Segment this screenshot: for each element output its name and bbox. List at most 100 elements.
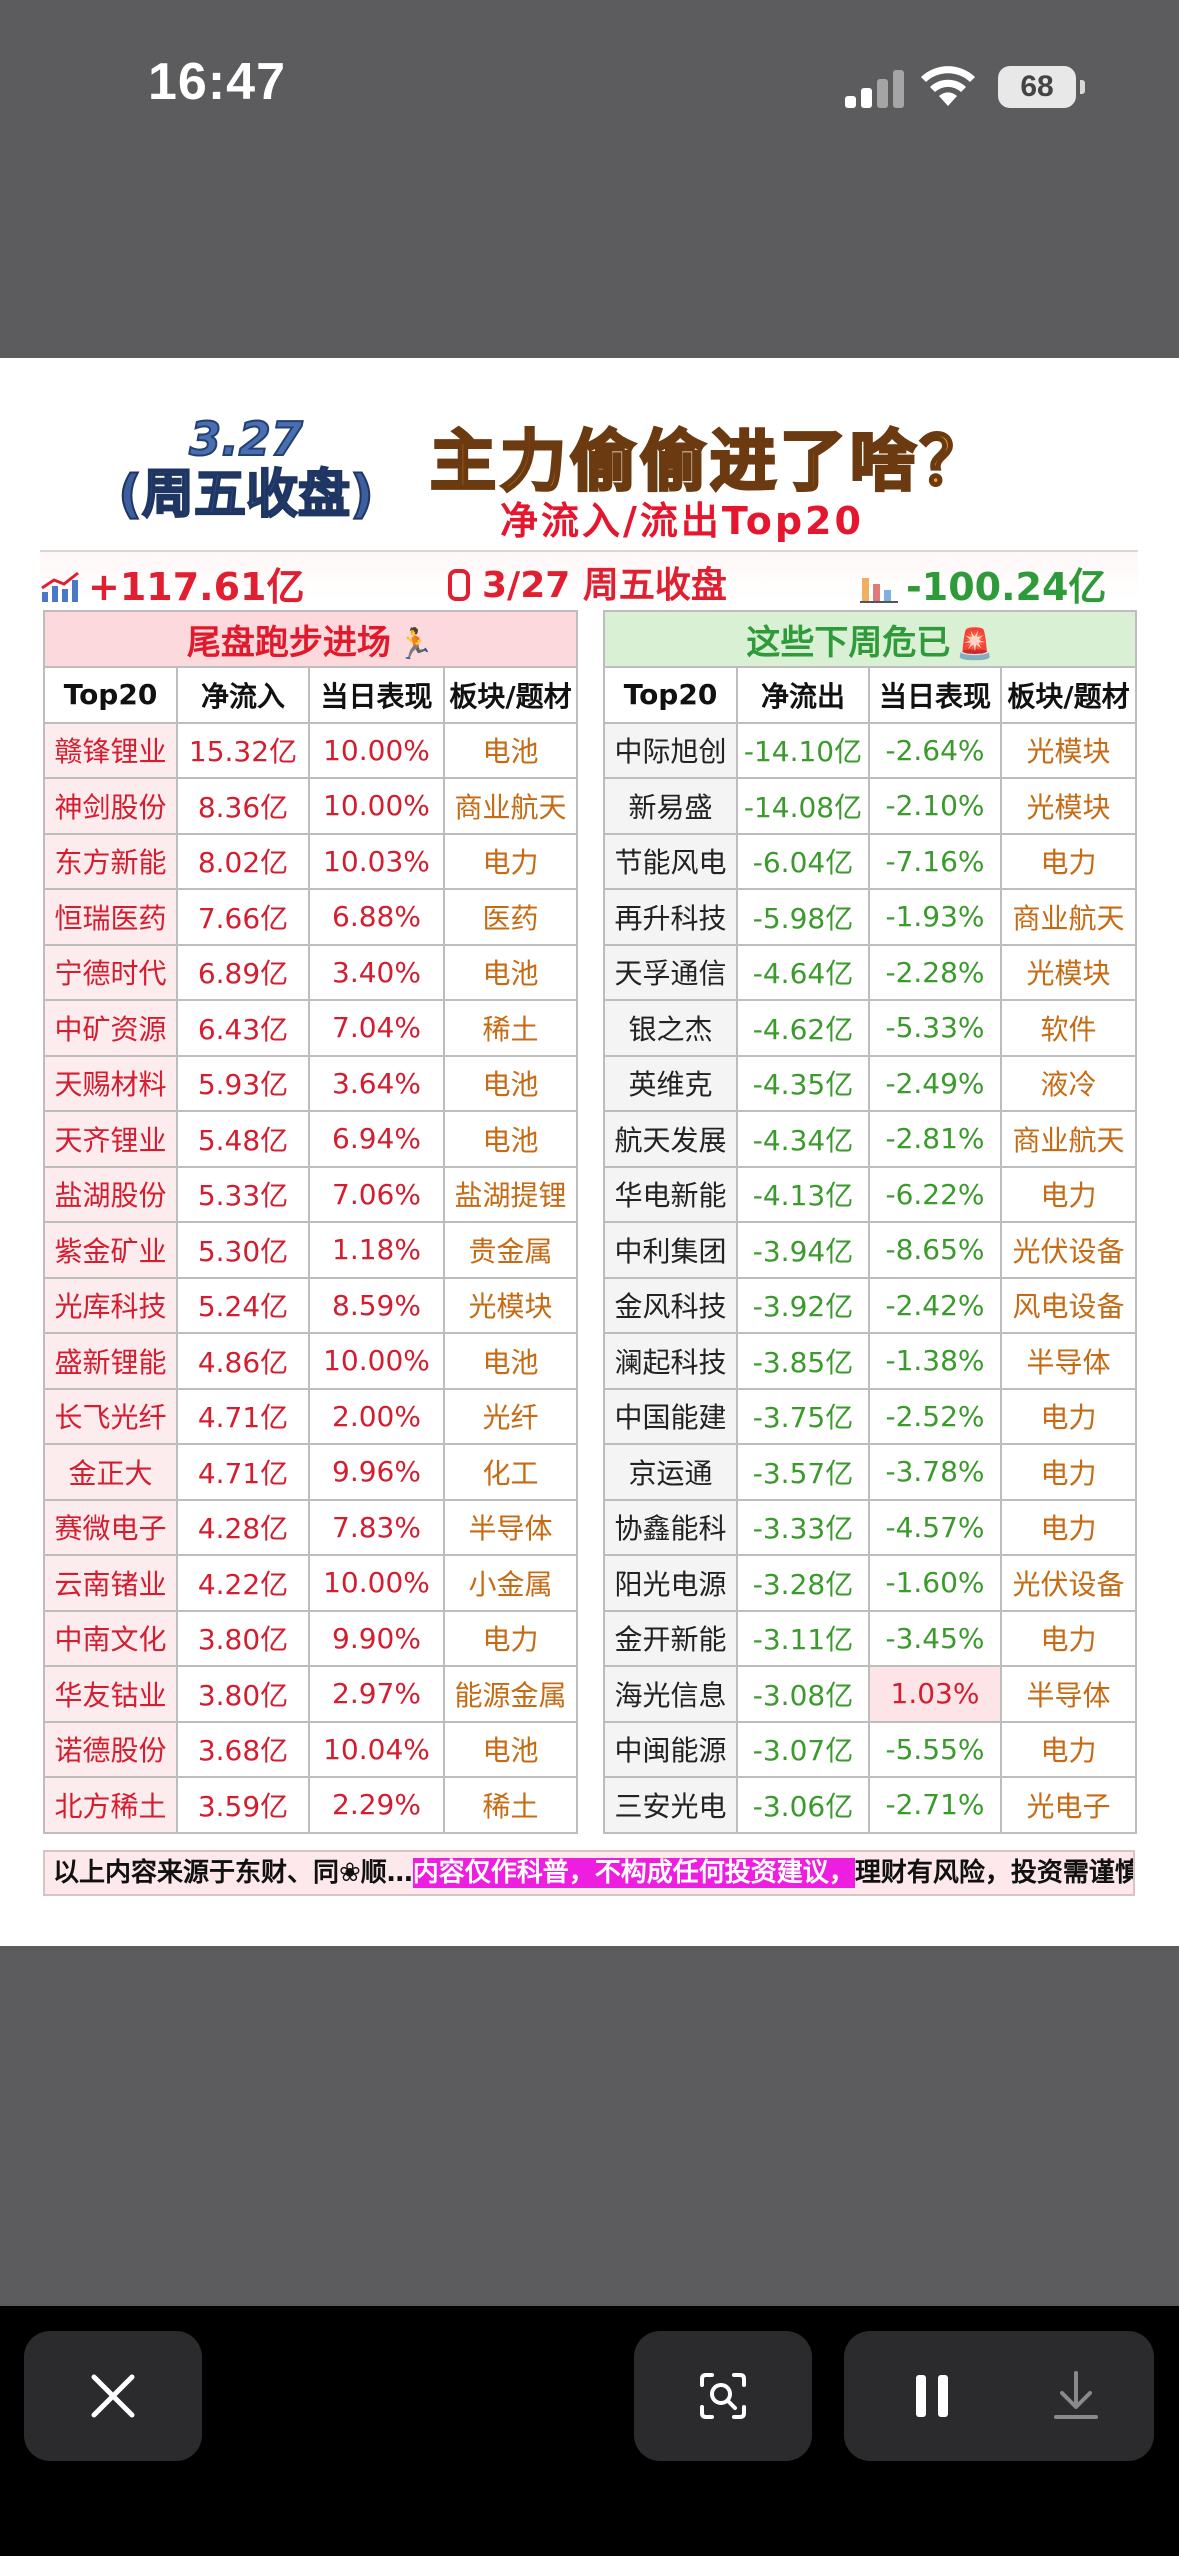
table-row: 北方稀土 3.59亿 2.29% 稀土: [43, 1776, 579, 1834]
table-row: 中国能建 -3.75亿 -2.52% 电力: [603, 1387, 1138, 1445]
stock-name-cell: 再升科技: [603, 888, 738, 946]
outflow-table: 这些下周危已 🚨 Top20 净流出 当日表现 板块/题材 中际旭创 -14.10亿…: [602, 610, 1138, 1834]
sector-cell: 电力: [442, 832, 579, 890]
stock-name-cell: 天赐材料: [43, 1054, 178, 1112]
header-date: 3.27 (周五收盘): [96, 413, 396, 526]
table-row: 阳光电源 -3.28亿 -1.60% 光伏设备: [603, 1554, 1138, 1612]
daily-change-cell: -2.10%: [868, 777, 1002, 835]
stock-name-cell: 天齐锂业: [43, 1110, 178, 1168]
download-icon[interactable]: [1052, 2369, 1100, 2423]
table-row: 华友钴业 3.80亿 2.97% 能源金属: [43, 1665, 579, 1723]
sector-cell: 盐湖提锂: [442, 1165, 579, 1223]
sector-cell: 电池: [442, 943, 579, 1001]
daily-change-cell: 10.00%: [308, 721, 445, 779]
table-row: 金风科技 -3.92亿 -2.42% 风电设备: [603, 1276, 1138, 1334]
daily-change-cell: -4.57%: [868, 1498, 1002, 1556]
table-caption-row: 这些下周危已 🚨: [602, 610, 1138, 668]
sector-cell: 液冷: [999, 1054, 1138, 1112]
stock-name-cell: 云南锗业: [43, 1554, 178, 1612]
table-row: 神剑股份 8.36亿 10.00% 商业航天: [43, 777, 579, 835]
disclaimer-highlight: 内容仅作科普，不构成任何投资建议，: [412, 1858, 855, 1888]
outflow-caption: 这些下周危已 🚨: [602, 610, 1138, 668]
table-row: 协鑫能科 -3.33亿 -4.57% 电力: [603, 1498, 1138, 1556]
table-row: 盛新锂能 4.86亿 10.00% 电池: [43, 1332, 579, 1390]
inflow-total: +117.61亿: [88, 565, 305, 609]
battery-indicator: 68: [998, 66, 1085, 108]
net-flow-cell: -3.57亿: [736, 1443, 870, 1501]
daily-change-cell: 9.90%: [308, 1609, 445, 1667]
net-flow-cell: -14.08亿: [736, 777, 870, 835]
sector-cell: 小金属: [442, 1554, 579, 1612]
stock-name-cell: 中际旭创: [603, 721, 738, 779]
close-button[interactable]: [24, 2331, 202, 2461]
stock-name-cell: 银之杰: [603, 999, 738, 1057]
outflow-total: -100.24亿: [906, 565, 1107, 609]
column-header: 净流入: [176, 666, 310, 724]
media-controls: [844, 2331, 1154, 2461]
daily-change-cell: -2.42%: [868, 1276, 1002, 1334]
stock-name-cell: 京运通: [603, 1443, 738, 1501]
sector-cell: 电力: [999, 1609, 1138, 1667]
net-flow-cell: -4.62亿: [736, 999, 870, 1057]
table-row: 海光信息 -3.08亿 1.03% 半导体: [603, 1665, 1138, 1723]
chart-down-icon: [860, 578, 898, 603]
daily-change-cell: -5.33%: [868, 999, 1002, 1057]
sector-cell: 医药: [442, 888, 579, 946]
table-header-row: Top20 净流出 当日表现 板块/题材: [603, 666, 1138, 724]
stock-name-cell: 节能风电: [603, 832, 738, 890]
table-row: 赛微电子 4.28亿 7.83% 半导体: [43, 1498, 579, 1556]
daily-change-cell: -1.60%: [868, 1554, 1002, 1612]
inflow-caption: 尾盘跑步进场 🏃: [42, 610, 579, 668]
table-row: 紫金矿业 5.30亿 1.18% 贵金属: [43, 1221, 579, 1279]
inflow-table: 尾盘跑步进场 🏃 Top20 净流入 当日表现 板块/题材 赣锋锂业 15.32亿 1…: [42, 610, 579, 1834]
daily-change-cell: 10.00%: [308, 1554, 445, 1612]
net-flow-cell: -4.13亿: [736, 1165, 870, 1223]
visual-lookup-button[interactable]: [634, 2331, 812, 2461]
sector-cell: 电力: [999, 832, 1138, 890]
sector-cell: 半导体: [999, 1665, 1138, 1723]
net-flow-cell: 4.28亿: [176, 1498, 310, 1556]
table-row: 航天发展 -4.34亿 -2.81% 商业航天: [603, 1110, 1138, 1168]
table-row: 赣锋锂业 15.32亿 10.00% 电池: [43, 721, 579, 779]
table-row: 光库科技 5.24亿 8.59% 光模块: [43, 1276, 579, 1334]
stock-name-cell: 赛微电子: [43, 1498, 178, 1556]
net-flow-cell: -3.08亿: [736, 1665, 870, 1723]
infographic-image: 3.27 (周五收盘) 主力偷偷进了啥？ 净流入/流出Top20 +117.61…: [0, 358, 1179, 1946]
sector-cell: 商业航天: [999, 1110, 1138, 1168]
table-row: 新易盛 -14.08亿 -2.10% 光模块: [603, 777, 1138, 835]
net-flow-cell: 3.59亿: [176, 1776, 310, 1834]
table-row: 银之杰 -4.62亿 -5.33% 软件: [603, 999, 1138, 1057]
stock-name-cell: 中国能建: [603, 1387, 738, 1445]
net-flow-cell: 5.93亿: [176, 1054, 310, 1112]
sector-cell: 光伏设备: [999, 1554, 1138, 1612]
sector-cell: 光模块: [999, 721, 1138, 779]
sector-cell: 光模块: [999, 777, 1138, 835]
daily-change-cell: 6.88%: [308, 888, 445, 946]
net-flow-cell: -4.64亿: [736, 943, 870, 1001]
stock-name-cell: 中利集团: [603, 1221, 738, 1279]
pause-icon[interactable]: [910, 2371, 954, 2421]
column-header: 当日表现: [868, 666, 1002, 724]
daily-change-cell: 3.64%: [308, 1054, 445, 1112]
visual-lookup-icon: [700, 2373, 746, 2419]
table-row: 恒瑞医药 7.66亿 6.88% 医药: [43, 888, 579, 946]
stock-name-cell: 神剑股份: [43, 777, 178, 835]
net-flow-cell: 6.89亿: [176, 943, 310, 1001]
disclaimer: 以上内容来源于东财、同❀顺…内容仅作科普，不构成任何投资建议，理财有风险，投资需…: [43, 1850, 1135, 1896]
net-flow-cell: -3.33亿: [736, 1498, 870, 1556]
net-flow-cell: 3.68亿: [176, 1720, 310, 1778]
net-flow-cell: -3.06亿: [736, 1776, 870, 1834]
stock-name-cell: 诺德股份: [43, 1720, 178, 1778]
stock-name-cell: 东方新能: [43, 832, 178, 890]
net-flow-cell: -4.34亿: [736, 1110, 870, 1168]
table-row: 东方新能 8.02亿 10.03% 电力: [43, 832, 579, 890]
stock-name-cell: 阳光电源: [603, 1554, 738, 1612]
table-caption-row: 尾盘跑步进场 🏃: [42, 610, 579, 668]
sector-cell: 光纤: [442, 1387, 579, 1445]
net-flow-cell: 4.86亿: [176, 1332, 310, 1390]
table-row: 英维克 -4.35亿 -2.49% 液冷: [603, 1054, 1138, 1112]
net-flow-cell: -3.07亿: [736, 1720, 870, 1778]
stock-name-cell: 三安光电: [603, 1776, 738, 1834]
daily-change-cell: 10.00%: [308, 777, 445, 835]
daily-change-cell: 1.18%: [308, 1221, 445, 1279]
